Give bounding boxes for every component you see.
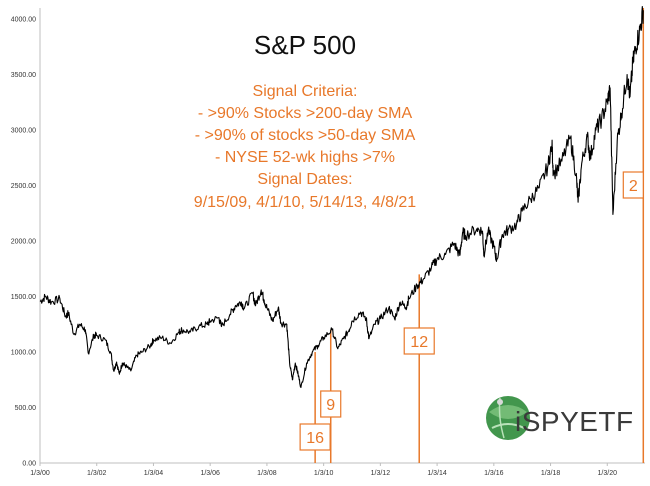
annotation-line: - NYSE 52-wk highs >7% (215, 149, 395, 166)
x-tick-label: 1/3/12 (371, 470, 391, 477)
x-tick-label: 1/3/14 (427, 470, 447, 477)
x-tick-label: 1/3/20 (598, 470, 618, 477)
x-tick-label: 1/3/08 (257, 470, 277, 477)
x-tick-label: 1/3/04 (144, 470, 164, 477)
signal-count-box (320, 390, 342, 418)
sp500-series-line (39, 6, 644, 389)
y-tick-label: 3500.00 (11, 72, 36, 79)
signal-count-box (622, 171, 644, 199)
x-tick-label: 1/3/16 (484, 470, 504, 477)
signal-lines: 169 12 2 (299, 8, 645, 463)
y-tick-label: 1500.00 (11, 294, 36, 301)
signal-count-label: 9 (326, 397, 335, 414)
x-tick-label: 1/3/10 (314, 470, 334, 477)
x-tick-label: 1/3/02 (87, 470, 107, 477)
y-tick-label: 4000.00 (11, 17, 36, 24)
axes (39, 8, 645, 464)
logo-text: iSPYETF (515, 406, 634, 437)
y-tick-label: 1000.00 (11, 350, 36, 357)
signal-count-label: 12 (410, 334, 428, 351)
annotation-line: 9/15/09, 4/1/10, 5/14/13, 4/8/21 (194, 194, 417, 211)
y-axis-ticks: 0.00 500.00 1000.00 1500.00 2000.00 2500.00 30… (11, 17, 36, 468)
x-tick-label: 1/3/00 (30, 470, 50, 477)
signal-count-label: 16 (306, 430, 324, 447)
annotation-line: - >90% of stocks >50-day SMA (195, 127, 416, 144)
signal-count-label: 2 (629, 178, 638, 195)
y-tick-label: 3000.00 (11, 128, 36, 135)
annotation-line: Signal Dates: (257, 171, 352, 188)
x-tick-label: 1/3/18 (541, 470, 561, 477)
annotation-line: Signal Criteria: (253, 83, 358, 100)
y-tick-label: 0.00 (22, 461, 36, 468)
annotation-line: - >90% Stocks >200-day SMA (198, 105, 413, 122)
x-tick-label: 1/3/06 (200, 470, 220, 477)
y-tick-label: 2000.00 (11, 239, 36, 246)
y-tick-label: 2500.00 (11, 183, 36, 190)
ispyetf-logo: iSPYETF (486, 396, 634, 440)
signal-count-box (403, 327, 435, 355)
logo-globe-icon (486, 396, 530, 440)
x-axis-ticks: 1/3/00 1/3/02 1/3/04 1/3/06 1/3/08 1/3/10 1/3/… (30, 463, 617, 477)
y-tick-label: 500.00 (15, 405, 37, 412)
chart-title: S&P 500 (254, 30, 356, 60)
signal-criteria-annotation: Signal Criteria: - >90% Stocks >200-day … (194, 83, 417, 211)
